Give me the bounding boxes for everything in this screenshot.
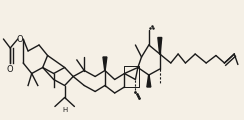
Text: H: H	[62, 107, 67, 113]
Polygon shape	[147, 75, 151, 87]
Polygon shape	[103, 57, 107, 71]
Text: O: O	[17, 35, 23, 44]
Text: O: O	[7, 65, 14, 74]
Polygon shape	[158, 37, 162, 54]
